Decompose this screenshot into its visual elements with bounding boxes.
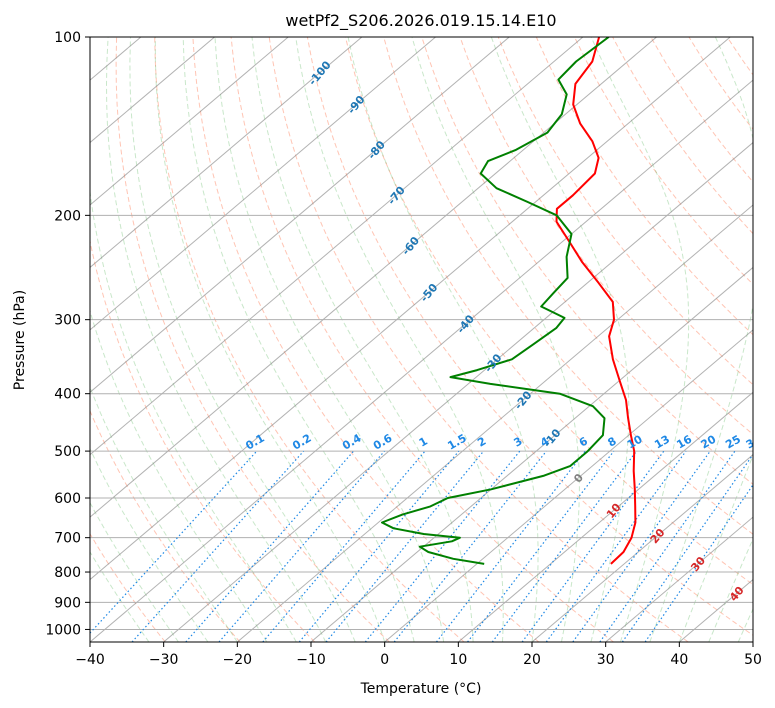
- mixing-ratio-line: [262, 450, 426, 642]
- dry-adiabat: [345, 37, 753, 586]
- isotherm-line: [90, 37, 510, 393]
- mixing-ratio-line: [393, 450, 547, 642]
- mixing-ratio-line: [545, 450, 687, 642]
- dry-adiabat: [497, 37, 753, 386]
- moist-adiabat: [295, 37, 504, 642]
- series-layer: [381, 37, 637, 565]
- axis-tick-layer: −40 −30 −20 −10 0 10 20 30 40 50 100 200 300 400 500 60…: [45, 30, 762, 668]
- chart-title: wetPf2_S206.2026.019.15.14.E10: [285, 11, 556, 31]
- isotherm-line: [90, 37, 215, 144]
- dry-adiabat: [574, 37, 753, 286]
- mixing-ratio-line: [364, 450, 521, 642]
- isotherm-line: [90, 79, 753, 642]
- dry-adiabat: [383, 37, 753, 535]
- y-tick-label: 900: [54, 595, 81, 611]
- mixing-ratio-line: [621, 453, 753, 642]
- isotherm-line: [384, 329, 753, 642]
- mixing-ratio-line: [90, 450, 258, 634]
- moist-adiabat: [129, 37, 356, 642]
- dry-adiabat: [230, 37, 614, 642]
- mixing-ratio-line: [435, 450, 586, 642]
- x-tick-label: 40: [670, 652, 688, 668]
- grid-layer: [90, 37, 753, 642]
- y-tick-label: 800: [54, 565, 81, 581]
- y-tick-label: 700: [54, 531, 81, 547]
- dry-adiabat: [90, 238, 316, 642]
- mixing-ratio-line: [131, 450, 305, 642]
- y-tick-label: 400: [54, 387, 81, 403]
- dry-adiabat: [90, 532, 166, 642]
- moist-adiabat: [105, 37, 327, 642]
- dry-adiabat: [115, 37, 390, 642]
- moist-adiabat: [490, 37, 630, 642]
- moist-adiabat: [214, 37, 445, 642]
- dry-adiabat: [192, 37, 540, 642]
- moist-adiabat: [90, 188, 297, 642]
- dry-adiabat: [268, 37, 689, 642]
- moist-adiabat: [590, 37, 690, 642]
- isotherm-line: [531, 454, 753, 642]
- moist-adiabat: [347, 37, 539, 642]
- y-tick-label: 500: [54, 444, 81, 460]
- mixing-ratio-line: [467, 450, 615, 642]
- dry-adiabat: [421, 37, 753, 485]
- mixing-ratio-line: [599, 450, 736, 642]
- moist-adiabat: [649, 37, 753, 642]
- isotherm-line: [90, 37, 584, 456]
- isotherm-line: [605, 516, 753, 642]
- x-tick-label: 30: [597, 652, 615, 668]
- y-tick-label: 1000: [45, 622, 81, 638]
- x-tick-label: 20: [523, 652, 541, 668]
- x-tick-label: −20: [223, 652, 253, 668]
- y-tick-label: 300: [54, 313, 81, 329]
- mixing-ratio-line: [325, 450, 485, 642]
- moist-adiabat: [411, 37, 580, 642]
- x-tick-label: 10: [449, 652, 467, 668]
- x-tick-label: −10: [296, 652, 326, 668]
- dry-adiabat: [154, 37, 465, 642]
- y-tick-label: 600: [54, 491, 81, 507]
- moist-adiabat: [90, 447, 209, 642]
- x-tick-label: −30: [149, 652, 179, 668]
- moist-adiabat: [251, 37, 474, 642]
- moist-adiabat: [90, 385, 238, 642]
- y-tick-label: 200: [54, 208, 81, 224]
- y-tick-label: 100: [54, 30, 81, 46]
- isotherm-line: [458, 391, 753, 642]
- moist-adiabat: [154, 37, 386, 642]
- moist-adiabat: [90, 309, 268, 642]
- isotherm-line: [310, 266, 753, 642]
- isotherm-line: [90, 37, 731, 581]
- moist-adiabat: [90, 501, 179, 642]
- isotherm-line: [237, 204, 753, 642]
- x-tick-label: −40: [75, 652, 105, 668]
- isotherm-line: [163, 141, 753, 642]
- mixing-ratio-line: [298, 450, 460, 642]
- dewpoint-profile-line: [381, 37, 610, 565]
- temperature-profile-line: [555, 37, 637, 565]
- x-axis-title: Temperature (°C): [360, 681, 482, 697]
- y-axis-title: Pressure (hPa): [12, 290, 28, 390]
- x-tick-label: 0: [380, 652, 389, 668]
- plot-frame: [89, 36, 754, 643]
- isotherm-line: [90, 37, 436, 331]
- isotherm-line: [90, 37, 289, 206]
- isotherm-line: [90, 37, 363, 269]
- x-tick-label: 50: [744, 652, 762, 668]
- mixing-ratio-label: 30: [744, 432, 764, 451]
